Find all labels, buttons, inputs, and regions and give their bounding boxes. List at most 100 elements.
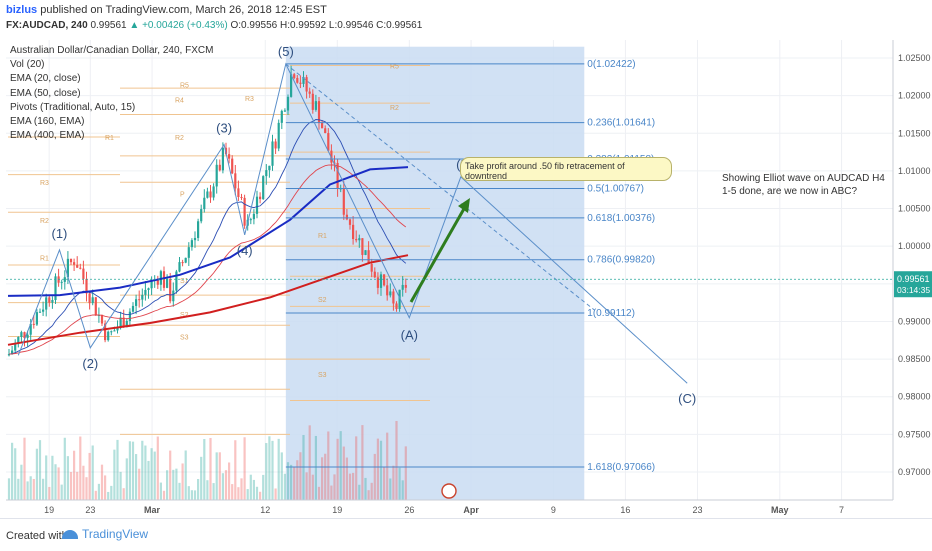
- tradingview-logo-icon: [62, 530, 78, 540]
- candle-body-65: [209, 191, 212, 198]
- candle-body-4: [20, 332, 23, 337]
- candle-body-110: [348, 219, 352, 225]
- pivot-label-11: R1: [40, 255, 49, 262]
- legend-ema-20[interactable]: EMA (20, close): [10, 73, 81, 85]
- candle-body-91: [290, 74, 293, 97]
- candle-body-56: [181, 262, 184, 264]
- wave-label-7[interactable]: (C): [678, 391, 696, 406]
- volume-bar-68: [218, 452, 221, 500]
- y-tick-label-11: 0.97000: [898, 467, 931, 477]
- fib-label-0.236: 0.236(1.01641): [587, 118, 655, 129]
- wave-label-3[interactable]: (4): [237, 243, 253, 258]
- volume-bar-102: [324, 453, 327, 500]
- candle-body-63: [203, 197, 206, 210]
- volume-bar-6: [26, 481, 29, 500]
- y-tick-label-8: 0.98500: [898, 354, 931, 364]
- volume-bar-29: [97, 483, 100, 500]
- volume-bar-49: [159, 482, 162, 500]
- legend-ema-160[interactable]: EMA (160, EMA): [10, 116, 85, 128]
- ema-20-line: [8, 119, 407, 355]
- publisher-line: bizlus published on TradingView.com, Mar…: [6, 4, 327, 16]
- volume-bar-28: [94, 490, 97, 500]
- volume-bar-74: [237, 487, 240, 500]
- volume-bar-7: [29, 476, 32, 500]
- volume-bar-101: [321, 457, 324, 500]
- volume-bar-114: [361, 425, 364, 500]
- candle-body-13: [48, 297, 51, 303]
- volume-bar-82: [262, 474, 265, 500]
- tradingview-brand[interactable]: TradingView: [62, 527, 148, 541]
- candle-body-96: [305, 77, 308, 92]
- volume-bar-126: [398, 467, 401, 500]
- x-tick-label-0: 19: [44, 505, 54, 515]
- candle-body-89: [283, 110, 286, 112]
- symbol-name[interactable]: FX:AUDCAD, 240: [6, 20, 88, 31]
- fib-label-0: 0(1.02422): [587, 59, 635, 70]
- candle-body-33: [110, 331, 113, 333]
- wave-label-2[interactable]: (3): [216, 121, 232, 136]
- volume-bar-15: [54, 464, 57, 500]
- candle-body-67: [215, 164, 218, 187]
- volume-bar-44: [144, 445, 147, 500]
- candle-body-120: [379, 274, 383, 288]
- volume-bar-16: [57, 467, 60, 500]
- y-tick-label-2: 1.01500: [898, 128, 931, 138]
- volume-bar-62: [200, 456, 203, 500]
- candle-body-57: [184, 257, 187, 263]
- volume-bar-109: [345, 457, 348, 500]
- volume-bar-121: [383, 466, 386, 500]
- volume-bar-39: [128, 441, 131, 500]
- legend-ema-50[interactable]: EMA (50, close): [10, 87, 81, 99]
- candle-body-121: [383, 274, 386, 286]
- volume-bar-75: [240, 478, 243, 500]
- volume-bar-98: [311, 474, 314, 500]
- countdown-label: 03:14:35: [897, 285, 930, 295]
- candle-body-114: [361, 238, 364, 255]
- legend-ema-400[interactable]: EMA (400, EMA): [10, 130, 85, 142]
- legend-volume[interactable]: Vol (20): [10, 59, 45, 71]
- volume-bar-113: [358, 484, 361, 500]
- candle-body-111: [352, 224, 355, 240]
- volume-bar-13: [48, 486, 51, 500]
- take-profit-callout[interactable]: Take profit around .50 fib retracement o…: [460, 157, 672, 181]
- volume-bar-71: [228, 462, 231, 500]
- pivot-label-4: R1: [105, 135, 114, 142]
- author-name[interactable]: bizlus: [6, 4, 38, 16]
- volume-bar-86: [274, 488, 277, 500]
- volume-bar-11: [42, 478, 45, 500]
- volume-bar-90: [286, 462, 290, 500]
- volume-bar-9: [35, 448, 38, 500]
- candle-body-72: [231, 158, 234, 174]
- volume-bar-92: [293, 466, 296, 500]
- candle-body-118: [373, 271, 376, 278]
- x-tick-label-3: 12: [260, 505, 270, 515]
- volume-bar-57: [184, 450, 187, 500]
- volume-bar-17: [60, 484, 63, 500]
- x-tick-label-4: 19: [332, 505, 342, 515]
- wave-label-1[interactable]: (2): [82, 356, 98, 371]
- candle-body-5: [23, 332, 26, 339]
- volume-bar-88: [280, 452, 283, 500]
- candle-body-42: [138, 299, 141, 301]
- volume-bar-50: [162, 490, 166, 500]
- volume-bar-116: [367, 490, 370, 500]
- legend-pivots[interactable]: Pivots (Traditional, Auto, 15): [10, 101, 136, 113]
- wave-label-4[interactable]: (5): [278, 44, 294, 59]
- time-axis: 19 23 Mar 12 19 26 Apr 9 16 23 May 7: [6, 483, 893, 515]
- candle-body-102: [324, 128, 327, 134]
- x-tick-label-6: Apr: [463, 505, 479, 515]
- analysis-note[interactable]: Showing Elliot wave on AUDCAD H4 1-5 don…: [722, 172, 885, 198]
- volume-bar-73: [234, 440, 237, 500]
- volume-bar-106: [336, 438, 339, 500]
- volume-bar-69: [221, 473, 224, 500]
- candle-body-28: [94, 297, 97, 316]
- candle-body-51: [166, 278, 169, 288]
- legend-main-series[interactable]: Australian Dollar/Canadian Dollar, 240, …: [10, 45, 214, 56]
- volume-bar-4: [20, 464, 23, 500]
- wave-label-5[interactable]: (A): [401, 328, 418, 343]
- wave-label-0[interactable]: (1): [52, 226, 68, 241]
- volume-bar-93: [296, 460, 299, 500]
- created-with-label: Created with: [6, 530, 68, 542]
- candle-body-46: [150, 279, 153, 289]
